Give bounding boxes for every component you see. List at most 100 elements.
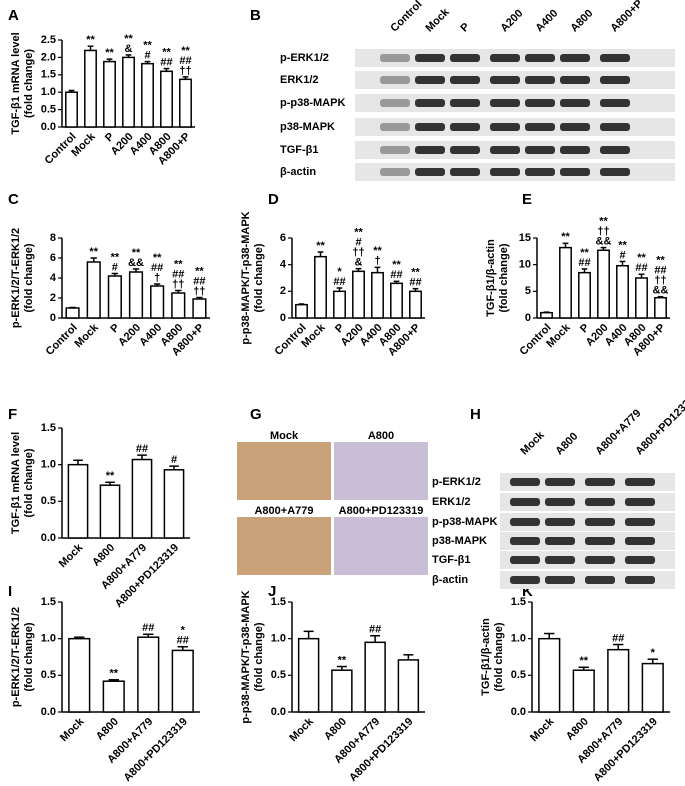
error-bar xyxy=(73,459,83,465)
x-tick-label: A800+PD123319 xyxy=(592,716,660,784)
histology-image xyxy=(334,517,428,575)
bar xyxy=(616,264,629,319)
y-tick-label: 10 xyxy=(519,259,531,271)
y-tick-label: 2 xyxy=(50,292,56,304)
blot-band xyxy=(490,99,520,107)
blot-band xyxy=(450,168,480,176)
y-axis-label: (fold change) xyxy=(493,622,505,691)
blot-band xyxy=(600,123,630,131)
panel-label: B xyxy=(250,7,261,24)
blot-band xyxy=(380,54,410,62)
bar xyxy=(192,298,207,319)
significance: && xyxy=(596,236,612,248)
error-bar xyxy=(90,257,97,262)
error-bar xyxy=(619,260,626,266)
error-bar xyxy=(317,251,324,257)
blot-band xyxy=(625,576,655,584)
error-bar xyxy=(125,54,132,58)
bar xyxy=(128,271,144,319)
significance: & xyxy=(125,43,133,55)
blot-band xyxy=(525,146,555,154)
y-tick-label: 15 xyxy=(519,232,531,244)
histology-image xyxy=(237,517,331,575)
significance: ** xyxy=(195,265,204,277)
significance: # xyxy=(112,261,118,273)
bar xyxy=(84,49,97,128)
significance: && xyxy=(653,285,669,297)
y-tick-label: 1.5 xyxy=(41,596,56,608)
bar xyxy=(163,469,185,539)
bar xyxy=(540,311,553,319)
significance: ** xyxy=(105,47,114,59)
error-bar xyxy=(562,242,569,248)
significance: ** xyxy=(392,259,401,271)
y-tick-label: 8 xyxy=(50,232,56,244)
significance: ** xyxy=(162,46,171,58)
lane-label: A800 xyxy=(553,430,580,457)
x-tick-label: Mock xyxy=(73,321,102,350)
significance: †† xyxy=(654,275,666,287)
x-tick-label: A400 xyxy=(137,322,164,349)
blot-band xyxy=(585,518,615,526)
blot-band xyxy=(625,518,655,526)
significance: ## xyxy=(136,443,148,455)
significance: && xyxy=(128,257,144,269)
significance: ## xyxy=(160,56,172,68)
x-tick-label: A800 xyxy=(564,716,591,743)
blot-band xyxy=(585,537,615,545)
blot-band xyxy=(450,146,480,154)
blot-band xyxy=(625,478,655,486)
lane-label: A800+PD123319 xyxy=(633,389,685,457)
x-tick-label: A200 xyxy=(116,322,143,349)
error-bar xyxy=(336,287,343,292)
blot-band xyxy=(490,146,520,154)
bar xyxy=(86,261,101,319)
error-bar xyxy=(105,481,115,486)
significance: ** xyxy=(618,239,627,251)
y-tick-label: 0.5 xyxy=(41,669,56,681)
lane-label: A400 xyxy=(533,7,560,34)
error-bar xyxy=(144,60,151,64)
significance: & xyxy=(355,257,363,269)
x-tick-label: A800+PD123319 xyxy=(122,716,190,784)
bar xyxy=(559,246,572,319)
image-label: A800 xyxy=(368,430,394,442)
significance: ** xyxy=(637,252,646,264)
bar xyxy=(141,62,154,128)
y-axis-label: (fold change) xyxy=(23,622,35,691)
bar xyxy=(390,282,403,319)
error-bar xyxy=(132,268,140,272)
row-label: TGF-β1 xyxy=(280,144,319,156)
error-bar xyxy=(74,636,85,639)
significance: † xyxy=(154,272,160,284)
blot-band xyxy=(560,54,590,62)
significance: ** xyxy=(109,668,118,680)
y-tick-label: 4 xyxy=(280,259,287,271)
y-axis-label: p-ERK1/2/T-ERK1/2 xyxy=(10,607,22,707)
bar xyxy=(333,290,346,319)
blot-band xyxy=(560,123,590,131)
blot-band xyxy=(600,54,630,62)
significance: # xyxy=(355,237,361,249)
blot-band xyxy=(545,478,575,486)
y-tick-label: 0.0 xyxy=(41,532,56,544)
significance: ** xyxy=(132,247,141,259)
blot-band xyxy=(450,54,480,62)
bar xyxy=(654,296,667,319)
y-tick-label: 0.5 xyxy=(271,669,286,681)
y-axis-label: p-p38-MAPK/T-p38-MAPK xyxy=(240,590,252,723)
significance: ** xyxy=(338,654,347,666)
panel-label: J xyxy=(268,583,276,600)
bar xyxy=(102,680,125,713)
y-tick-label: 0.0 xyxy=(511,706,526,718)
bar xyxy=(122,56,135,128)
x-tick-label: A800 xyxy=(94,716,121,743)
bar xyxy=(179,78,192,128)
error-bar xyxy=(303,630,314,639)
blot-band xyxy=(585,478,615,486)
lane-label: Control xyxy=(388,0,424,35)
panel-label: I xyxy=(8,583,12,600)
blot-band xyxy=(380,76,410,84)
error-bar xyxy=(412,287,419,292)
blot-band xyxy=(525,54,555,62)
